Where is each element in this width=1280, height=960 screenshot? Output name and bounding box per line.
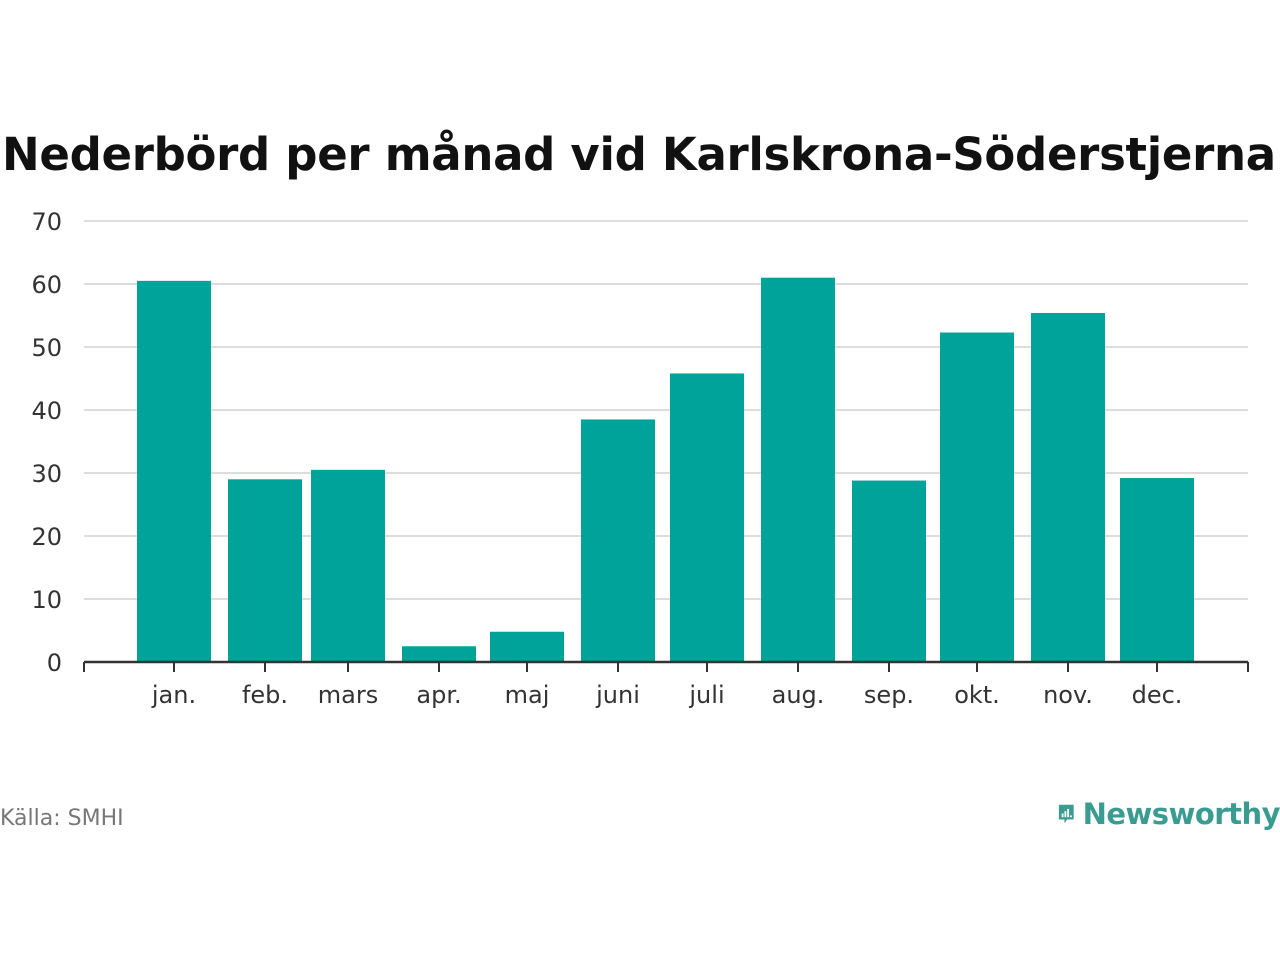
y-tick-label: 50 bbox=[31, 334, 62, 362]
brand-name: Newsworthy bbox=[1082, 797, 1280, 831]
x-tick-label: apr. bbox=[416, 681, 461, 709]
bar-7 bbox=[761, 277, 835, 662]
bar-5 bbox=[581, 419, 655, 662]
source-note: Källa: SMHI bbox=[0, 806, 124, 831]
bar-11 bbox=[1120, 478, 1194, 662]
y-tick-label: 60 bbox=[31, 271, 62, 299]
y-tick-label: 10 bbox=[31, 586, 62, 614]
bar-10 bbox=[1031, 312, 1105, 662]
x-tick-label: sep. bbox=[864, 681, 914, 709]
x-tick-label: jan. bbox=[151, 681, 196, 709]
y-tick-label: 0 bbox=[47, 649, 62, 677]
y-tick-label: 20 bbox=[31, 523, 62, 551]
bar-8 bbox=[852, 480, 926, 662]
x-tick-label: juli bbox=[688, 681, 724, 709]
bar-6 bbox=[670, 373, 744, 662]
brand-logo[interactable]: Newsworthy bbox=[1058, 790, 1280, 838]
x-axis bbox=[83, 660, 1249, 672]
x-tick-label: juni bbox=[595, 681, 640, 709]
y-tick-label: 40 bbox=[31, 397, 62, 425]
x-tick-label: dec. bbox=[1132, 681, 1183, 709]
bar-1 bbox=[228, 479, 302, 662]
bar-0 bbox=[137, 280, 211, 662]
x-tick-label: nov. bbox=[1043, 681, 1093, 709]
y-tick-label: 70 bbox=[31, 208, 62, 236]
bar-9 bbox=[940, 332, 1014, 662]
x-tick-label: maj bbox=[505, 681, 550, 709]
x-tick-label: okt. bbox=[954, 681, 1000, 709]
bar-3 bbox=[402, 646, 476, 662]
bar-4 bbox=[490, 631, 564, 662]
chart-title: Nederbörd per månad vid Karlskrona-Söder… bbox=[2, 128, 1276, 181]
bar-2 bbox=[311, 469, 385, 662]
y-axis-ticks: 0 10 20 30 40 50 60 70 bbox=[31, 208, 62, 677]
x-tick-label: feb. bbox=[242, 681, 288, 709]
x-axis-ticks: jan. feb. mars apr. maj juni juli aug. sep. okt. n… bbox=[151, 681, 1183, 709]
newsworthy-logo-icon bbox=[1058, 804, 1074, 824]
x-tick-label: aug. bbox=[772, 681, 825, 709]
x-tick-label: mars bbox=[318, 681, 378, 709]
bars bbox=[137, 277, 1194, 662]
y-tick-label: 30 bbox=[31, 460, 62, 488]
